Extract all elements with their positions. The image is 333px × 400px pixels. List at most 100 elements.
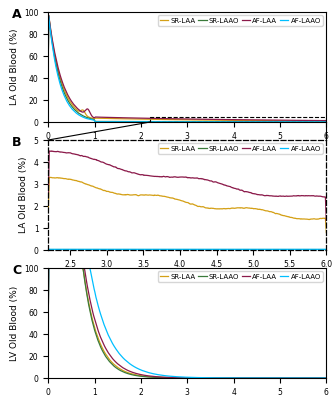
Legend: SR-LAA, SR-LAAO, AF-LAA, AF-LAAO: SR-LAA, SR-LAAO, AF-LAA, AF-LAAO [158,144,323,154]
SR-LAA [47,13,51,18]
SR-LAAO [316,376,320,380]
AF-LAAO [79,247,83,252]
SR-LAA [316,119,320,124]
Line: AF-LAA: AF-LAA [48,15,326,121]
AF-LAAO [68,247,72,252]
AF-LAA [265,376,269,380]
SR-LAA [316,119,320,124]
SR-LAA [165,194,168,199]
AF-LAA [316,376,320,380]
SR-LAAO [68,247,72,252]
Line: SR-LAAO: SR-LAAO [48,268,326,378]
SR-LAAO [174,376,178,380]
AF-LAA [170,175,174,180]
Text: A: A [12,8,22,20]
SR-LAAO [316,376,320,380]
SR-LAAO [316,119,320,124]
Y-axis label: LA Old Blood (%): LA Old Blood (%) [10,29,19,105]
AF-LAAO [181,375,185,380]
Bar [150,116,326,122]
SR-LAAO [324,120,328,124]
SR-LAA [174,375,178,380]
AF-LAA [52,266,56,270]
SR-LAAO [61,86,65,91]
AF-LAA [46,313,50,318]
SR-LAAO [316,119,320,124]
AF-LAAO [46,247,50,252]
SR-LAAO [324,376,328,380]
AF-LAAO [316,120,320,124]
SR-LAA [324,376,328,380]
SR-LAA [316,376,320,380]
X-axis label: Time(s): Time(s) [170,274,204,283]
SR-LAAO [170,247,174,252]
SR-LAAO [79,247,83,252]
SR-LAA [181,376,185,380]
AF-LAA [68,150,72,155]
AF-LAA [47,13,51,18]
SR-LAAO [164,247,168,252]
AF-LAAO [265,120,269,124]
AF-LAAO [204,247,208,252]
AF-LAAO [265,376,269,380]
SR-LAA [61,83,65,88]
SR-LAA [324,230,328,235]
AF-LAA [316,118,320,123]
AF-LAA [165,174,168,179]
SR-LAA [79,180,83,184]
SR-LAA [49,175,53,180]
AF-LAAO [174,374,178,379]
AF-LAAO [164,247,168,252]
AF-LAAO [324,120,328,124]
SR-LAAO [324,247,328,252]
AF-LAAO [175,247,179,252]
SR-LAAO [265,119,269,124]
SR-LAA [46,313,50,318]
Y-axis label: LA Old Blood (%): LA Old Blood (%) [19,157,28,233]
AF-LAAO [61,266,65,270]
AF-LAAO [46,313,50,318]
AF-LAAO [170,247,174,252]
AF-LAA [205,177,209,182]
Line: AF-LAAO: AF-LAAO [48,268,326,378]
SR-LAA [205,206,209,210]
Line: AF-LAA: AF-LAA [48,151,326,221]
SR-LAAO [181,119,185,124]
SR-LAAO [46,247,50,252]
AF-LAA [46,58,50,62]
AF-LAAO [55,266,59,270]
Line: AF-LAA: AF-LAA [48,268,326,378]
SR-LAA [316,376,320,380]
AF-LAAO [316,376,320,380]
AF-LAAO [47,14,51,18]
SR-LAA [46,208,50,213]
Legend: SR-LAA, SR-LAAO, AF-LAA, AF-LAAO: SR-LAA, SR-LAAO, AF-LAA, AF-LAAO [158,272,323,282]
Text: C: C [12,264,21,277]
AF-LAAO [316,376,320,380]
AF-LAA [175,175,179,180]
SR-LAAO [265,376,269,380]
SR-LAA [68,177,72,182]
Line: SR-LAA: SR-LAA [48,15,326,122]
SR-LAAO [46,58,50,63]
AF-LAA [61,266,65,270]
SR-LAA [181,117,185,122]
SR-LAA [175,197,179,202]
AF-LAAO [46,58,50,63]
SR-LAAO [181,376,185,380]
X-axis label: Time(s): Time(s) [170,146,204,155]
AF-LAA [265,118,269,122]
SR-LAA [46,58,50,62]
SR-LAA [265,118,269,123]
SR-LAAO [50,266,54,270]
AF-LAA [316,376,320,380]
SR-LAAO [46,313,50,318]
SR-LAAO [175,247,179,252]
AF-LAA [79,153,83,158]
SR-LAA [170,196,174,200]
Legend: SR-LAA, SR-LAAO, AF-LAA, AF-LAAO: SR-LAA, SR-LAAO, AF-LAA, AF-LAAO [158,16,323,26]
AF-LAAO [324,247,328,252]
SR-LAAO [204,247,208,252]
Line: SR-LAA: SR-LAA [48,177,326,232]
AF-LAA [316,118,320,123]
